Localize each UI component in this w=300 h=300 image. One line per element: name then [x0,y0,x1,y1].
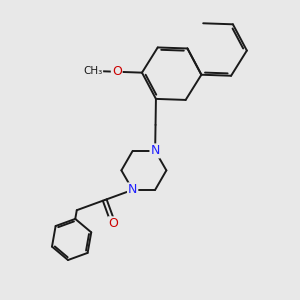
Text: O: O [108,217,118,230]
Text: CH₃: CH₃ [83,66,103,76]
Text: O: O [112,65,122,78]
Text: N: N [150,144,160,158]
Text: N: N [128,183,137,196]
